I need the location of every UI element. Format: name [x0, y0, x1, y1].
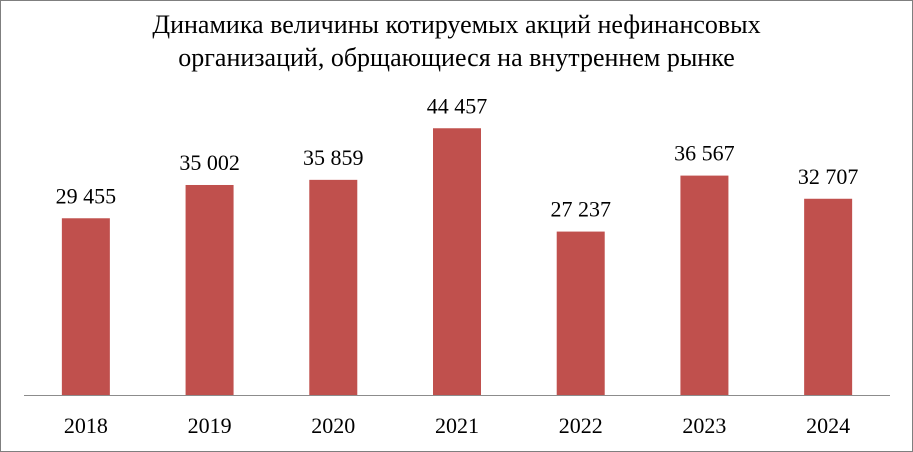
bar-2024: [804, 198, 853, 395]
data-label-2019: 35 002: [179, 150, 240, 175]
x-tick-label-2024: 2024: [806, 413, 850, 438]
data-label-2018: 29 455: [56, 183, 117, 208]
data-label-2024: 32 707: [798, 164, 859, 189]
bar-2021: [433, 128, 481, 395]
x-tick-label-2023: 2023: [682, 413, 726, 438]
bar-2020: [309, 179, 358, 395]
data-label-2020: 35 859: [303, 145, 364, 170]
chart-title-line-1: Динамика величины котируемых акций нефин…: [152, 10, 761, 39]
x-tick-label-2019: 2019: [188, 413, 232, 438]
bar-2023: [680, 175, 729, 395]
bar-2018: [61, 218, 110, 395]
data-label-2022: 27 237: [550, 197, 611, 222]
data-label-2021: 44 457: [427, 93, 488, 118]
x-tick-label-2018: 2018: [64, 413, 108, 438]
x-tick-label-2021: 2021: [435, 413, 479, 438]
chart-title-line-2: организаций, обрщающиеся на внутреннем р…: [178, 43, 735, 72]
data-label-2023: 36 567: [674, 141, 735, 166]
bar-2019: [185, 184, 234, 395]
chart-title: Динамика величины котируемых акций нефин…: [0, 8, 913, 74]
x-tick-label-2022: 2022: [559, 413, 603, 438]
bar-2022: [556, 231, 605, 395]
x-tick-label-2020: 2020: [311, 413, 355, 438]
